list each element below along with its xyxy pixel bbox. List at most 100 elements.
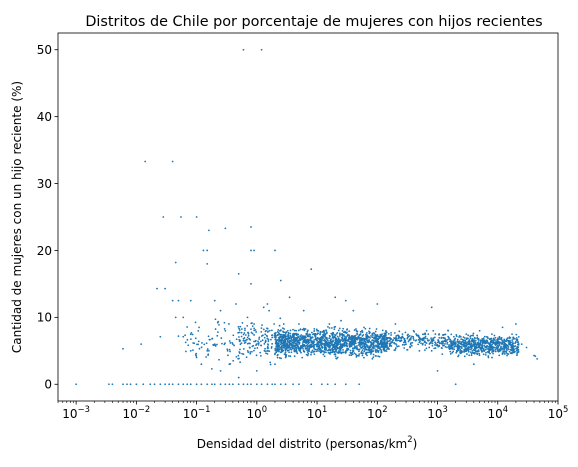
data-point xyxy=(294,347,297,349)
data-point xyxy=(358,334,361,337)
data-point xyxy=(473,347,476,350)
data-point xyxy=(441,342,444,345)
data-point xyxy=(315,343,318,346)
data-point xyxy=(251,350,253,353)
data-point xyxy=(463,348,465,351)
data-point xyxy=(257,342,260,345)
data-point xyxy=(496,349,499,352)
data-point xyxy=(489,352,491,355)
data-point xyxy=(507,339,510,342)
data-point xyxy=(502,350,504,353)
data-point xyxy=(287,346,290,349)
data-point xyxy=(353,336,356,338)
data-point xyxy=(423,338,425,340)
data-point xyxy=(351,347,354,350)
data-point xyxy=(283,334,285,336)
data-point xyxy=(494,348,497,351)
data-point xyxy=(352,350,355,352)
data-point xyxy=(320,346,323,349)
y-axis-ticks: 0 10 20 30 40 50 xyxy=(37,43,58,392)
data-point xyxy=(195,383,198,386)
data-point xyxy=(344,331,346,334)
data-point xyxy=(287,355,290,357)
data-point xyxy=(264,333,267,336)
data-point xyxy=(490,337,493,340)
data-point xyxy=(511,350,514,352)
data-point xyxy=(341,330,344,332)
data-point xyxy=(492,337,495,340)
data-point xyxy=(438,344,441,347)
data-point xyxy=(388,339,391,342)
data-point xyxy=(249,346,251,349)
data-point xyxy=(331,351,334,354)
data-point xyxy=(189,333,192,336)
data-point xyxy=(358,355,360,357)
data-point xyxy=(349,346,351,348)
data-point xyxy=(488,346,491,348)
data-point xyxy=(422,342,424,345)
data-point xyxy=(343,338,346,341)
data-point xyxy=(470,348,472,351)
data-point xyxy=(474,339,477,342)
data-point xyxy=(304,345,307,348)
data-point xyxy=(232,359,235,362)
data-point xyxy=(262,328,265,331)
data-point xyxy=(354,345,356,348)
data-point xyxy=(463,342,466,345)
data-point xyxy=(516,352,519,355)
data-point xyxy=(337,329,340,332)
data-point xyxy=(284,351,287,354)
x-tick-exp: −2 xyxy=(138,404,150,414)
data-point xyxy=(517,341,520,343)
data-point xyxy=(476,343,479,346)
data-point xyxy=(261,339,264,342)
data-point xyxy=(513,337,516,340)
data-point xyxy=(270,329,273,332)
data-point xyxy=(426,337,429,340)
data-point xyxy=(467,351,470,353)
data-point xyxy=(483,335,486,338)
data-point xyxy=(403,344,406,346)
data-point xyxy=(395,344,398,346)
data-point xyxy=(448,340,451,343)
data-point xyxy=(417,335,420,337)
data-point xyxy=(364,338,367,341)
data-point xyxy=(293,347,296,350)
data-point xyxy=(314,335,317,338)
data-point xyxy=(346,328,349,331)
data-point xyxy=(454,383,457,386)
data-point xyxy=(298,337,301,340)
data-point xyxy=(505,349,508,351)
data-point xyxy=(465,337,468,340)
data-point xyxy=(266,347,269,349)
data-point xyxy=(515,333,518,336)
data-point xyxy=(271,336,274,339)
data-point xyxy=(253,334,255,336)
data-point xyxy=(273,336,276,338)
data-point xyxy=(402,336,404,339)
data-point xyxy=(325,348,327,351)
data-point xyxy=(325,351,327,354)
data-point xyxy=(362,337,365,340)
data-point xyxy=(395,335,398,337)
data-point xyxy=(286,343,289,345)
data-point xyxy=(195,356,198,359)
data-point xyxy=(485,339,488,342)
data-point xyxy=(371,336,374,339)
data-point xyxy=(488,338,491,341)
data-point xyxy=(463,345,466,348)
data-point xyxy=(306,339,309,342)
data-point xyxy=(322,350,324,352)
data-point xyxy=(463,337,466,339)
data-point xyxy=(370,335,372,337)
data-point xyxy=(389,342,392,345)
data-point xyxy=(388,348,390,351)
data-point xyxy=(344,342,346,344)
data-point xyxy=(349,352,352,354)
data-point xyxy=(328,323,331,325)
data-point xyxy=(386,341,389,344)
data-point xyxy=(502,341,505,344)
data-point xyxy=(257,340,259,343)
data-point xyxy=(410,344,413,347)
data-point xyxy=(356,333,359,336)
